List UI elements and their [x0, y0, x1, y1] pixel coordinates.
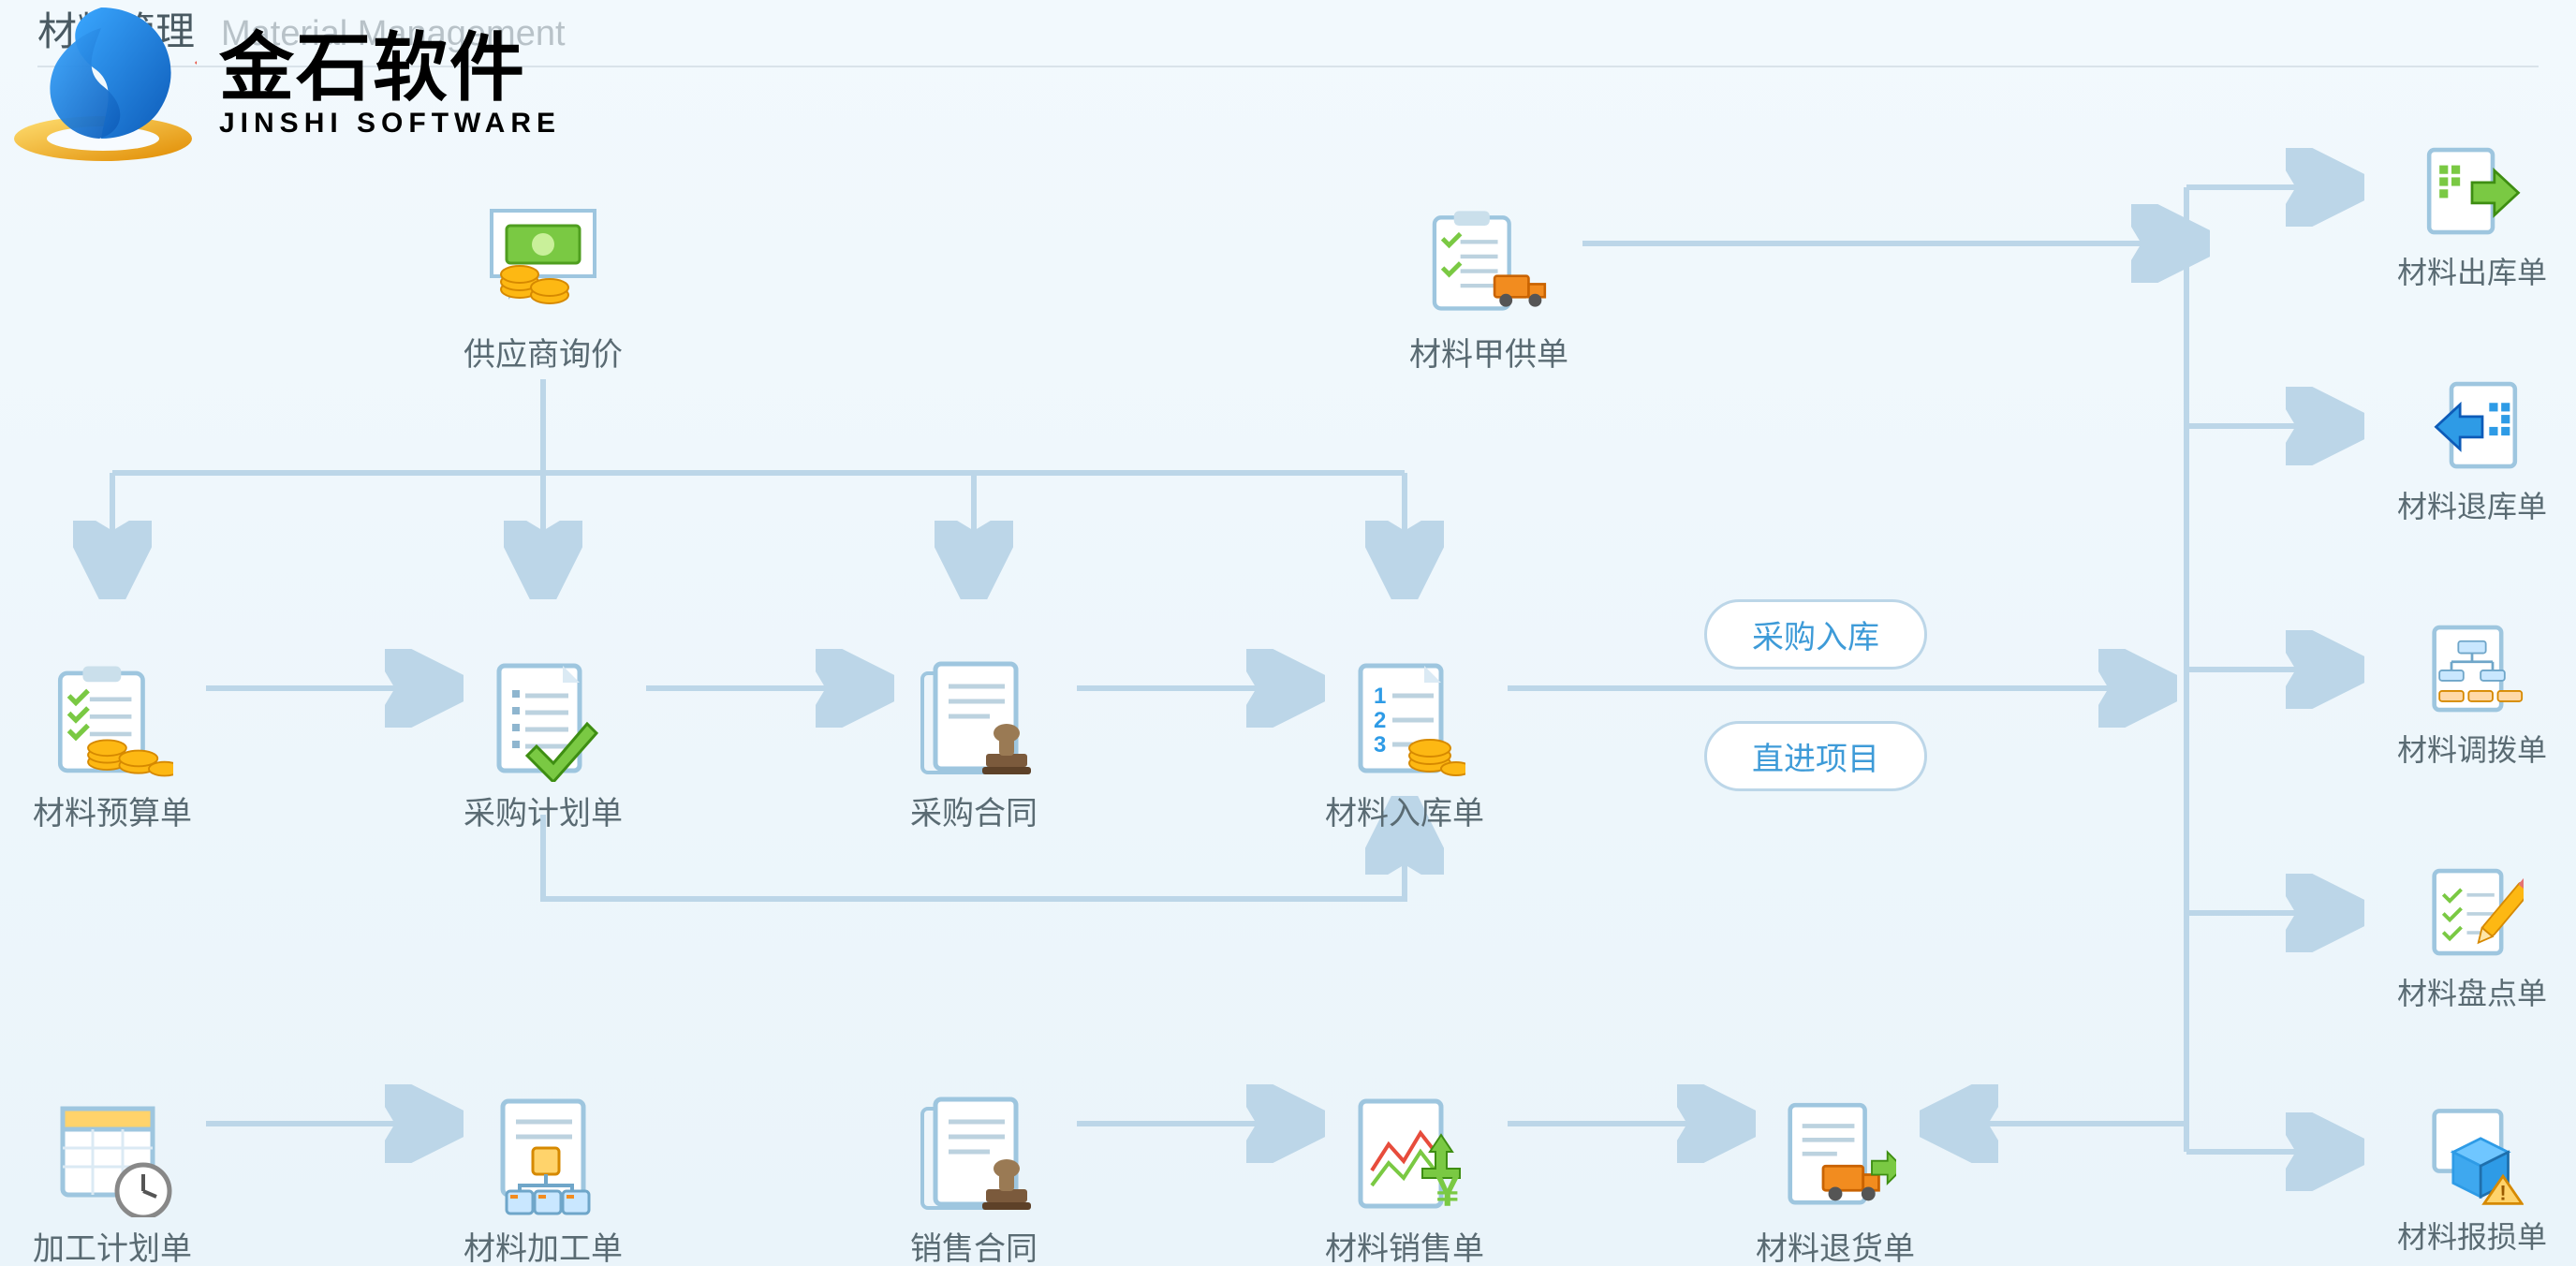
- node-return-order[interactable]: 材料退货单: [1742, 1096, 1929, 1266]
- node-material-budget[interactable]: 材料预算单: [19, 660, 206, 833]
- node-purchase-plan[interactable]: 采购计划单: [449, 660, 637, 833]
- node-supplier-quote[interactable]: 供应商询价: [449, 201, 637, 375]
- doc-pencil-icon: [2421, 861, 2524, 964]
- node-label: 材料加工单: [449, 1223, 637, 1266]
- doc-truck-out-icon: [1774, 1096, 1896, 1217]
- svg-text:¥: ¥: [1435, 1167, 1460, 1215]
- doc-chart-icon: ¥: [1344, 1096, 1465, 1217]
- node-label: 材料预算单: [19, 788, 206, 833]
- node-label: 材料出库单: [2378, 249, 2566, 292]
- logo-text-cn: 金石软件: [219, 31, 561, 106]
- node-label: 材料盘点单: [2378, 970, 2566, 1013]
- node-label: 材料退库单: [2378, 483, 2566, 526]
- clipboard-truck-icon: [1428, 201, 1550, 323]
- logo-text-en: JINSHI SOFTWARE: [219, 110, 561, 138]
- node-stock-back[interactable]: 材料退库单: [2378, 375, 2566, 526]
- doc-stamp-icon: [913, 660, 1035, 782]
- doc-flow-icon: [2421, 618, 2524, 721]
- node-label: 材料报损单: [2378, 1214, 2566, 1257]
- node-label: 材料退货单: [1742, 1223, 1929, 1266]
- node-stock-in[interactable]: 1 2 3 材料入库单: [1311, 660, 1498, 833]
- svg-text:3: 3: [1374, 732, 1386, 758]
- svg-text:2: 2: [1374, 708, 1386, 733]
- node-label: 销售合同: [880, 1223, 1067, 1266]
- clipboard-coins-icon: [52, 660, 173, 782]
- node-label: 采购计划单: [449, 788, 637, 833]
- flow-arrows: [0, 0, 2576, 1266]
- node-label: 材料调拨单: [2378, 727, 2566, 770]
- node-label: 材料甲供单: [1395, 329, 1582, 375]
- doc-stamp-icon: [913, 1096, 1035, 1217]
- logo-mark-icon: [9, 0, 197, 169]
- node-owner-supply[interactable]: 材料甲供单: [1395, 201, 1582, 375]
- svg-text:1: 1: [1374, 684, 1386, 709]
- node-process-order[interactable]: 材料加工单: [449, 1096, 637, 1266]
- node-label: 材料入库单: [1311, 788, 1498, 833]
- node-label: 材料销售单: [1311, 1223, 1498, 1266]
- node-sales-contract[interactable]: 销售合同: [880, 1096, 1067, 1266]
- calendar-clock-icon: [52, 1096, 173, 1217]
- node-damage[interactable]: ! 材料报损单: [2378, 1105, 2566, 1257]
- node-transfer[interactable]: 材料调拨单: [2378, 618, 2566, 770]
- node-label: 采购合同: [880, 788, 1067, 833]
- node-purchase-contract[interactable]: 采购合同: [880, 660, 1067, 833]
- node-process-plan[interactable]: 加工计划单: [19, 1096, 206, 1266]
- node-inventory[interactable]: 材料盘点单: [2378, 861, 2566, 1013]
- node-stock-out[interactable]: 材料出库单: [2378, 140, 2566, 292]
- node-label: 供应商询价: [449, 329, 637, 375]
- pill-direct-to-project[interactable]: 直进项目: [1704, 721, 1927, 791]
- node-sales-order[interactable]: ¥ 材料销售单: [1311, 1096, 1498, 1266]
- doc-coins-icon: 1 2 3: [1344, 660, 1465, 782]
- doc-arrow-in-icon: [2421, 375, 2524, 478]
- material-management-diagram: 材料管理 Material Management 金石软件 JINSHI S: [0, 0, 2576, 1266]
- svg-text:!: !: [2499, 1182, 2506, 1205]
- money-bubble-icon: [482, 201, 604, 323]
- doc-check-icon: [482, 660, 604, 782]
- doc-arrow-out-icon: [2421, 140, 2524, 243]
- brand-logo: 金石软件 JINSHI SOFTWARE: [9, 0, 561, 169]
- pill-purchase-to-warehouse[interactable]: 采购入库: [1704, 599, 1927, 670]
- doc-boxes-icon: [482, 1096, 604, 1217]
- box-warn-icon: !: [2421, 1105, 2524, 1208]
- node-label: 加工计划单: [19, 1223, 206, 1266]
